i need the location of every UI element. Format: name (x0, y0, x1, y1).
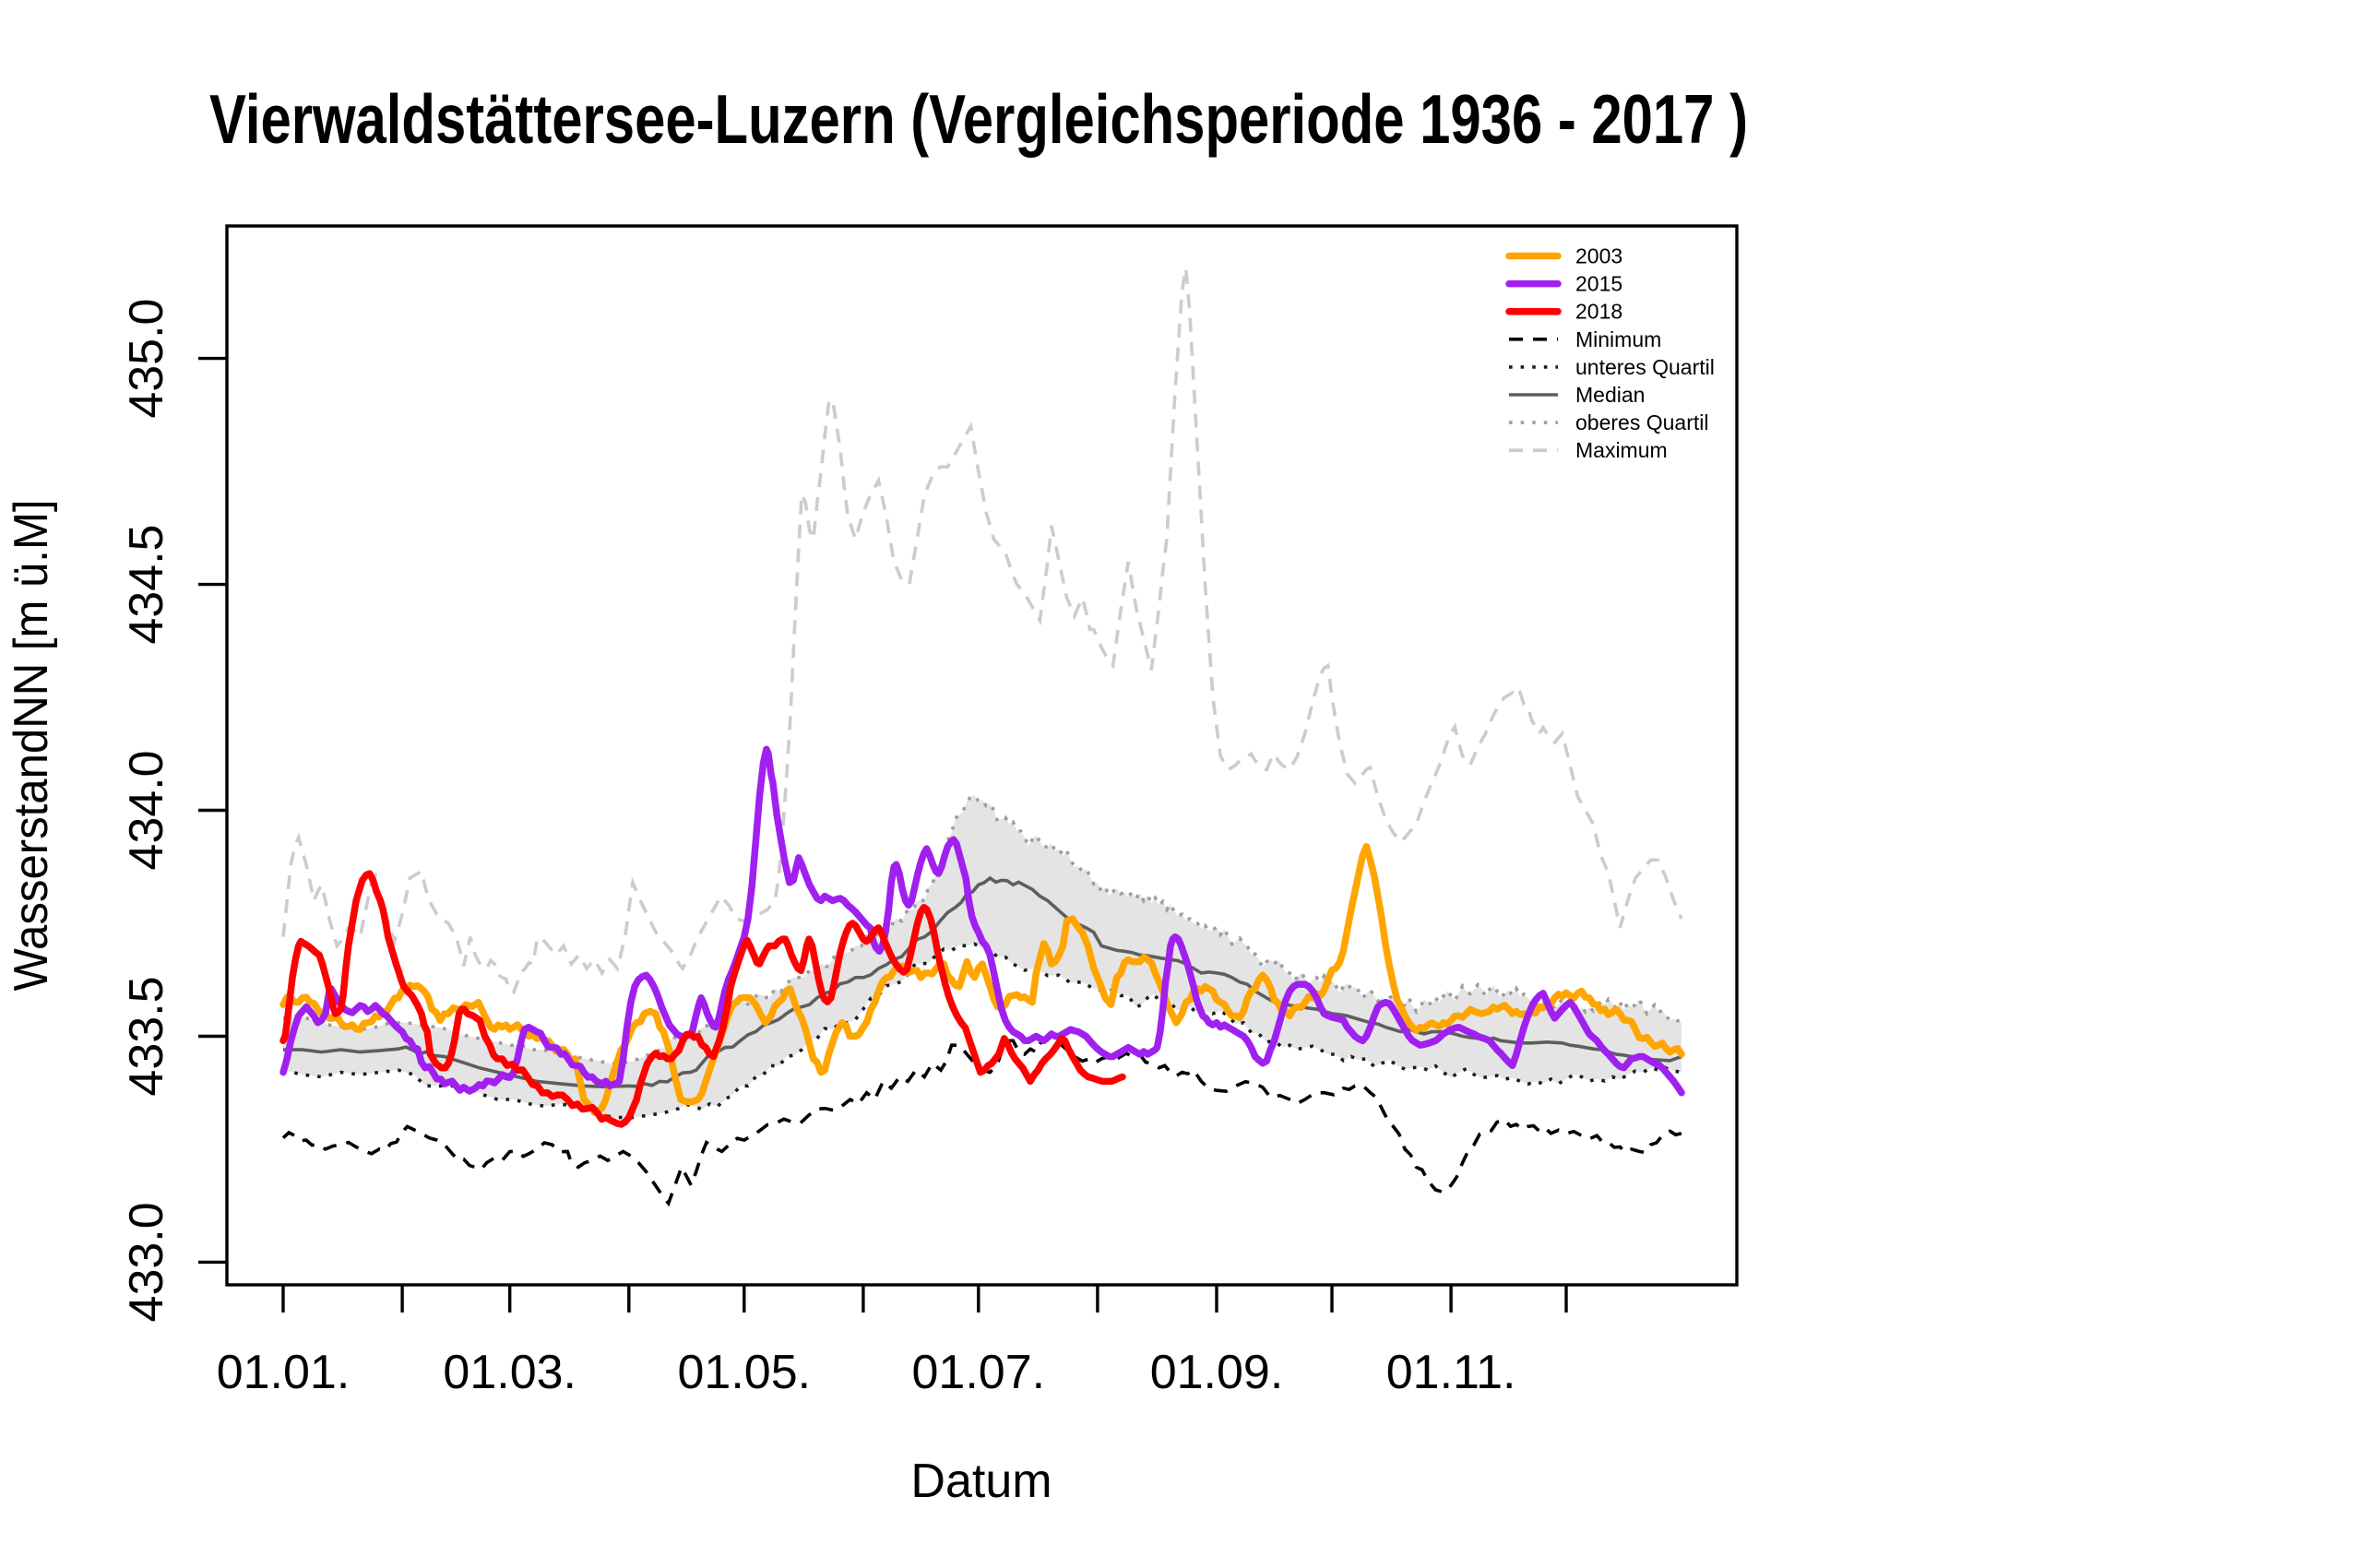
svg-text:Median: Median (1575, 383, 1645, 407)
svg-text:01.07.: 01.07. (912, 1346, 1046, 1399)
svg-text:433.5: 433.5 (120, 976, 173, 1096)
svg-text:WasserstandNN [m ü.M]: WasserstandNN [m ü.M] (5, 500, 58, 992)
svg-text:01.11.: 01.11. (1386, 1346, 1516, 1399)
svg-text:01.03.: 01.03. (443, 1346, 576, 1399)
svg-text:Minimum: Minimum (1575, 327, 1661, 351)
svg-text:oberes Quartil: oberes Quartil (1575, 410, 1708, 434)
svg-text:2018: 2018 (1575, 300, 1622, 324)
svg-text:435.0: 435.0 (120, 299, 173, 419)
svg-text:01.09.: 01.09. (1150, 1346, 1284, 1399)
svg-text:01.01.: 01.01. (217, 1346, 351, 1399)
svg-text:433.0: 433.0 (120, 1202, 173, 1322)
svg-text:2003: 2003 (1575, 244, 1622, 268)
svg-text:01.05.: 01.05. (678, 1346, 812, 1399)
svg-text:434.0: 434.0 (120, 750, 173, 870)
svg-text:434.5: 434.5 (120, 525, 173, 645)
svg-text:Maximum: Maximum (1575, 438, 1668, 462)
svg-text:unteres Quartil: unteres Quartil (1575, 355, 1715, 379)
svg-text:Vierwaldstättersee-Luzern (Ver: Vierwaldstättersee-Luzern (Vergleichsper… (209, 80, 1748, 158)
svg-text:Datum: Datum (910, 1455, 1052, 1508)
svg-text:2015: 2015 (1575, 272, 1622, 296)
